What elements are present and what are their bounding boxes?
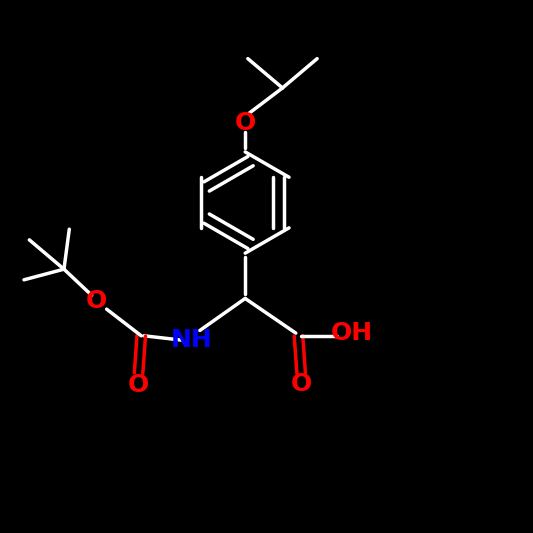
Text: OH: OH [330, 321, 373, 345]
Text: O: O [235, 110, 256, 135]
Text: NH: NH [171, 328, 213, 352]
Text: O: O [128, 373, 149, 397]
Text: O: O [85, 289, 107, 313]
Text: O: O [290, 372, 312, 396]
